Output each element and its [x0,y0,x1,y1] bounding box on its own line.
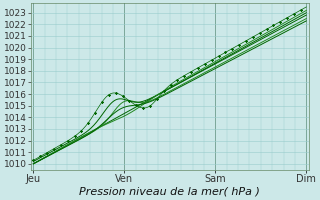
X-axis label: Pression niveau de la mer( hPa ): Pression niveau de la mer( hPa ) [79,187,260,197]
